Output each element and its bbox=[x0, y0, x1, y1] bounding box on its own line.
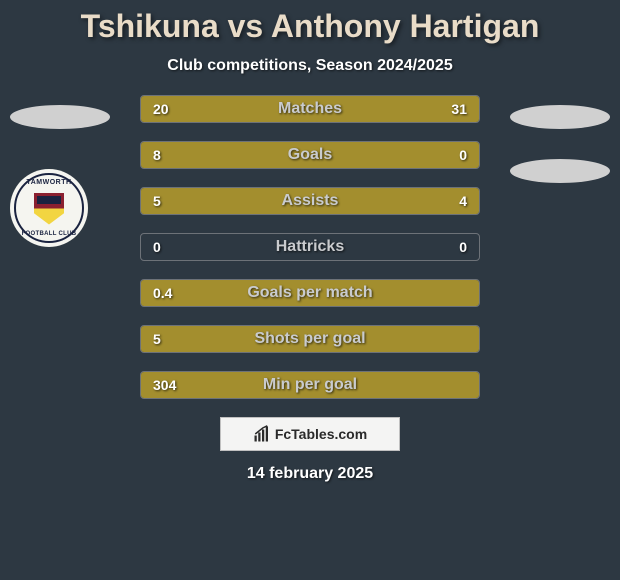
page-title: Tshikuna vs Anthony Hartigan bbox=[0, 0, 620, 45]
stat-value-right: 0 bbox=[459, 147, 467, 163]
player-photo-placeholder bbox=[510, 105, 610, 129]
stat-value-right: 0 bbox=[459, 239, 467, 255]
stat-label: Goals per match bbox=[141, 284, 479, 302]
stat-rows: 20Matches318Goals05Assists40Hattricks00.… bbox=[140, 95, 480, 399]
stat-label: Shots per goal bbox=[141, 330, 479, 348]
stat-row: 0.4Goals per match bbox=[140, 279, 480, 307]
comparison-chart: TAMWORTH FOOTBALL CLUB 20Matches31 8Goals… bbox=[0, 95, 620, 399]
stat-row: 5Assists4 bbox=[140, 187, 480, 215]
stat-label: Hattricks bbox=[141, 238, 479, 256]
badge-text-top: TAMWORTH bbox=[26, 179, 71, 186]
chart-icon bbox=[253, 425, 271, 443]
stat-label: Assists bbox=[141, 192, 479, 210]
player-photo-placeholder bbox=[10, 105, 110, 129]
stat-row: 304Min per goal bbox=[140, 371, 480, 399]
right-player-column bbox=[510, 105, 610, 183]
stat-row: 20Matches31 bbox=[140, 95, 480, 123]
stat-label: Goals bbox=[141, 146, 479, 164]
footer-brand-text: FcTables.com bbox=[275, 426, 367, 442]
footer-brand: FcTables.com bbox=[220, 417, 400, 451]
club-badge-inner: TAMWORTH FOOTBALL CLUB bbox=[14, 173, 84, 243]
stat-row: 5Shots per goal bbox=[140, 325, 480, 353]
stat-value-right: 4 bbox=[459, 193, 467, 209]
club-logo-placeholder bbox=[510, 159, 610, 183]
badge-shield-icon bbox=[34, 193, 64, 225]
stat-row: 0Hattricks0 bbox=[140, 233, 480, 261]
club-badge-tamworth: TAMWORTH FOOTBALL CLUB bbox=[10, 169, 88, 247]
stat-label: Min per goal bbox=[141, 376, 479, 394]
subtitle: Club competitions, Season 2024/2025 bbox=[0, 57, 620, 75]
stat-row: 8Goals0 bbox=[140, 141, 480, 169]
stat-value-right: 31 bbox=[451, 101, 467, 117]
date-text: 14 february 2025 bbox=[0, 465, 620, 483]
badge-text-bottom: FOOTBALL CLUB bbox=[22, 231, 77, 237]
stat-label: Matches bbox=[141, 100, 479, 118]
left-player-column: TAMWORTH FOOTBALL CLUB bbox=[10, 105, 110, 247]
